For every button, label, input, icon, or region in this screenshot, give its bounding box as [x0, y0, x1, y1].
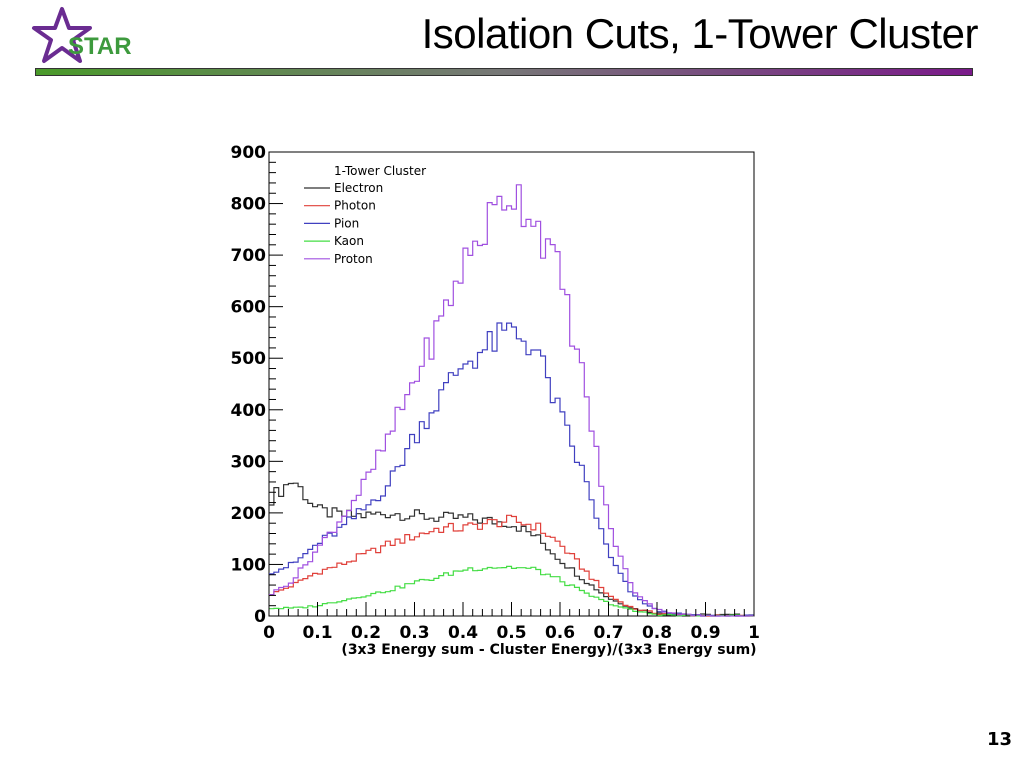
x-tick-label: 0.7 — [593, 623, 623, 643]
star-icon — [32, 7, 92, 63]
x-tick-label: 0.9 — [690, 623, 720, 643]
logo-text: STAR — [68, 33, 132, 60]
series-pion-line — [269, 322, 754, 617]
x-tick-label: 0.5 — [496, 623, 526, 643]
series-proton-line — [269, 184, 754, 617]
y-tick-label: 700 — [231, 246, 267, 266]
histogram-curves — [269, 184, 754, 617]
y-tick-label: 100 — [231, 555, 267, 575]
legend-title: 1-Tower Cluster — [334, 164, 426, 178]
slide-title: Isolation Cuts, 1-Tower Cluster — [421, 10, 979, 57]
y-tick-label: 400 — [231, 401, 267, 421]
x-tick-label: 0.3 — [399, 623, 429, 643]
y-tick-label: 900 — [231, 143, 267, 163]
x-tick-label: 0.2 — [351, 623, 381, 643]
series-electron-line — [269, 482, 754, 617]
x-tick-label: 0.4 — [448, 623, 478, 643]
x-tick-label: 0 — [263, 623, 275, 643]
title-divider-bar — [35, 68, 973, 76]
x-tick-label: 0.6 — [545, 623, 575, 643]
y-tick-label: 200 — [231, 504, 267, 524]
legend-label-kaon: Kaon — [334, 234, 364, 248]
x-tick-label: 1 — [748, 623, 760, 643]
y-tick-label: 800 — [231, 195, 267, 215]
legend-label-photon: Photon — [334, 199, 376, 213]
x-tick-label: 0.8 — [642, 623, 672, 643]
legend-label-electron: Electron — [334, 181, 383, 195]
axes: 0 100 200 300 400 500 600 700 800 900 0 0.1 0.2 0.3 0.… — [231, 143, 760, 643]
y-tick-label: 600 — [231, 298, 267, 318]
star-logo: STAR — [32, 7, 132, 63]
legend: 1-Tower Cluster Electron Photon Pion Kaon Pro… — [304, 164, 426, 266]
page-number: 13 — [986, 729, 1012, 750]
y-tick-label: 500 — [231, 349, 267, 369]
x-tick-label: 0.1 — [302, 623, 332, 643]
legend-label-proton: Proton — [334, 252, 373, 266]
series-kaon-line — [269, 565, 754, 617]
y-tick-label: 300 — [231, 452, 267, 472]
x-axis-title: (3x3 Energy sum - Cluster Energy)/(3x3 E… — [341, 642, 756, 658]
legend-label-pion: Pion — [334, 216, 359, 230]
y-tick-label: 0 — [254, 607, 266, 627]
